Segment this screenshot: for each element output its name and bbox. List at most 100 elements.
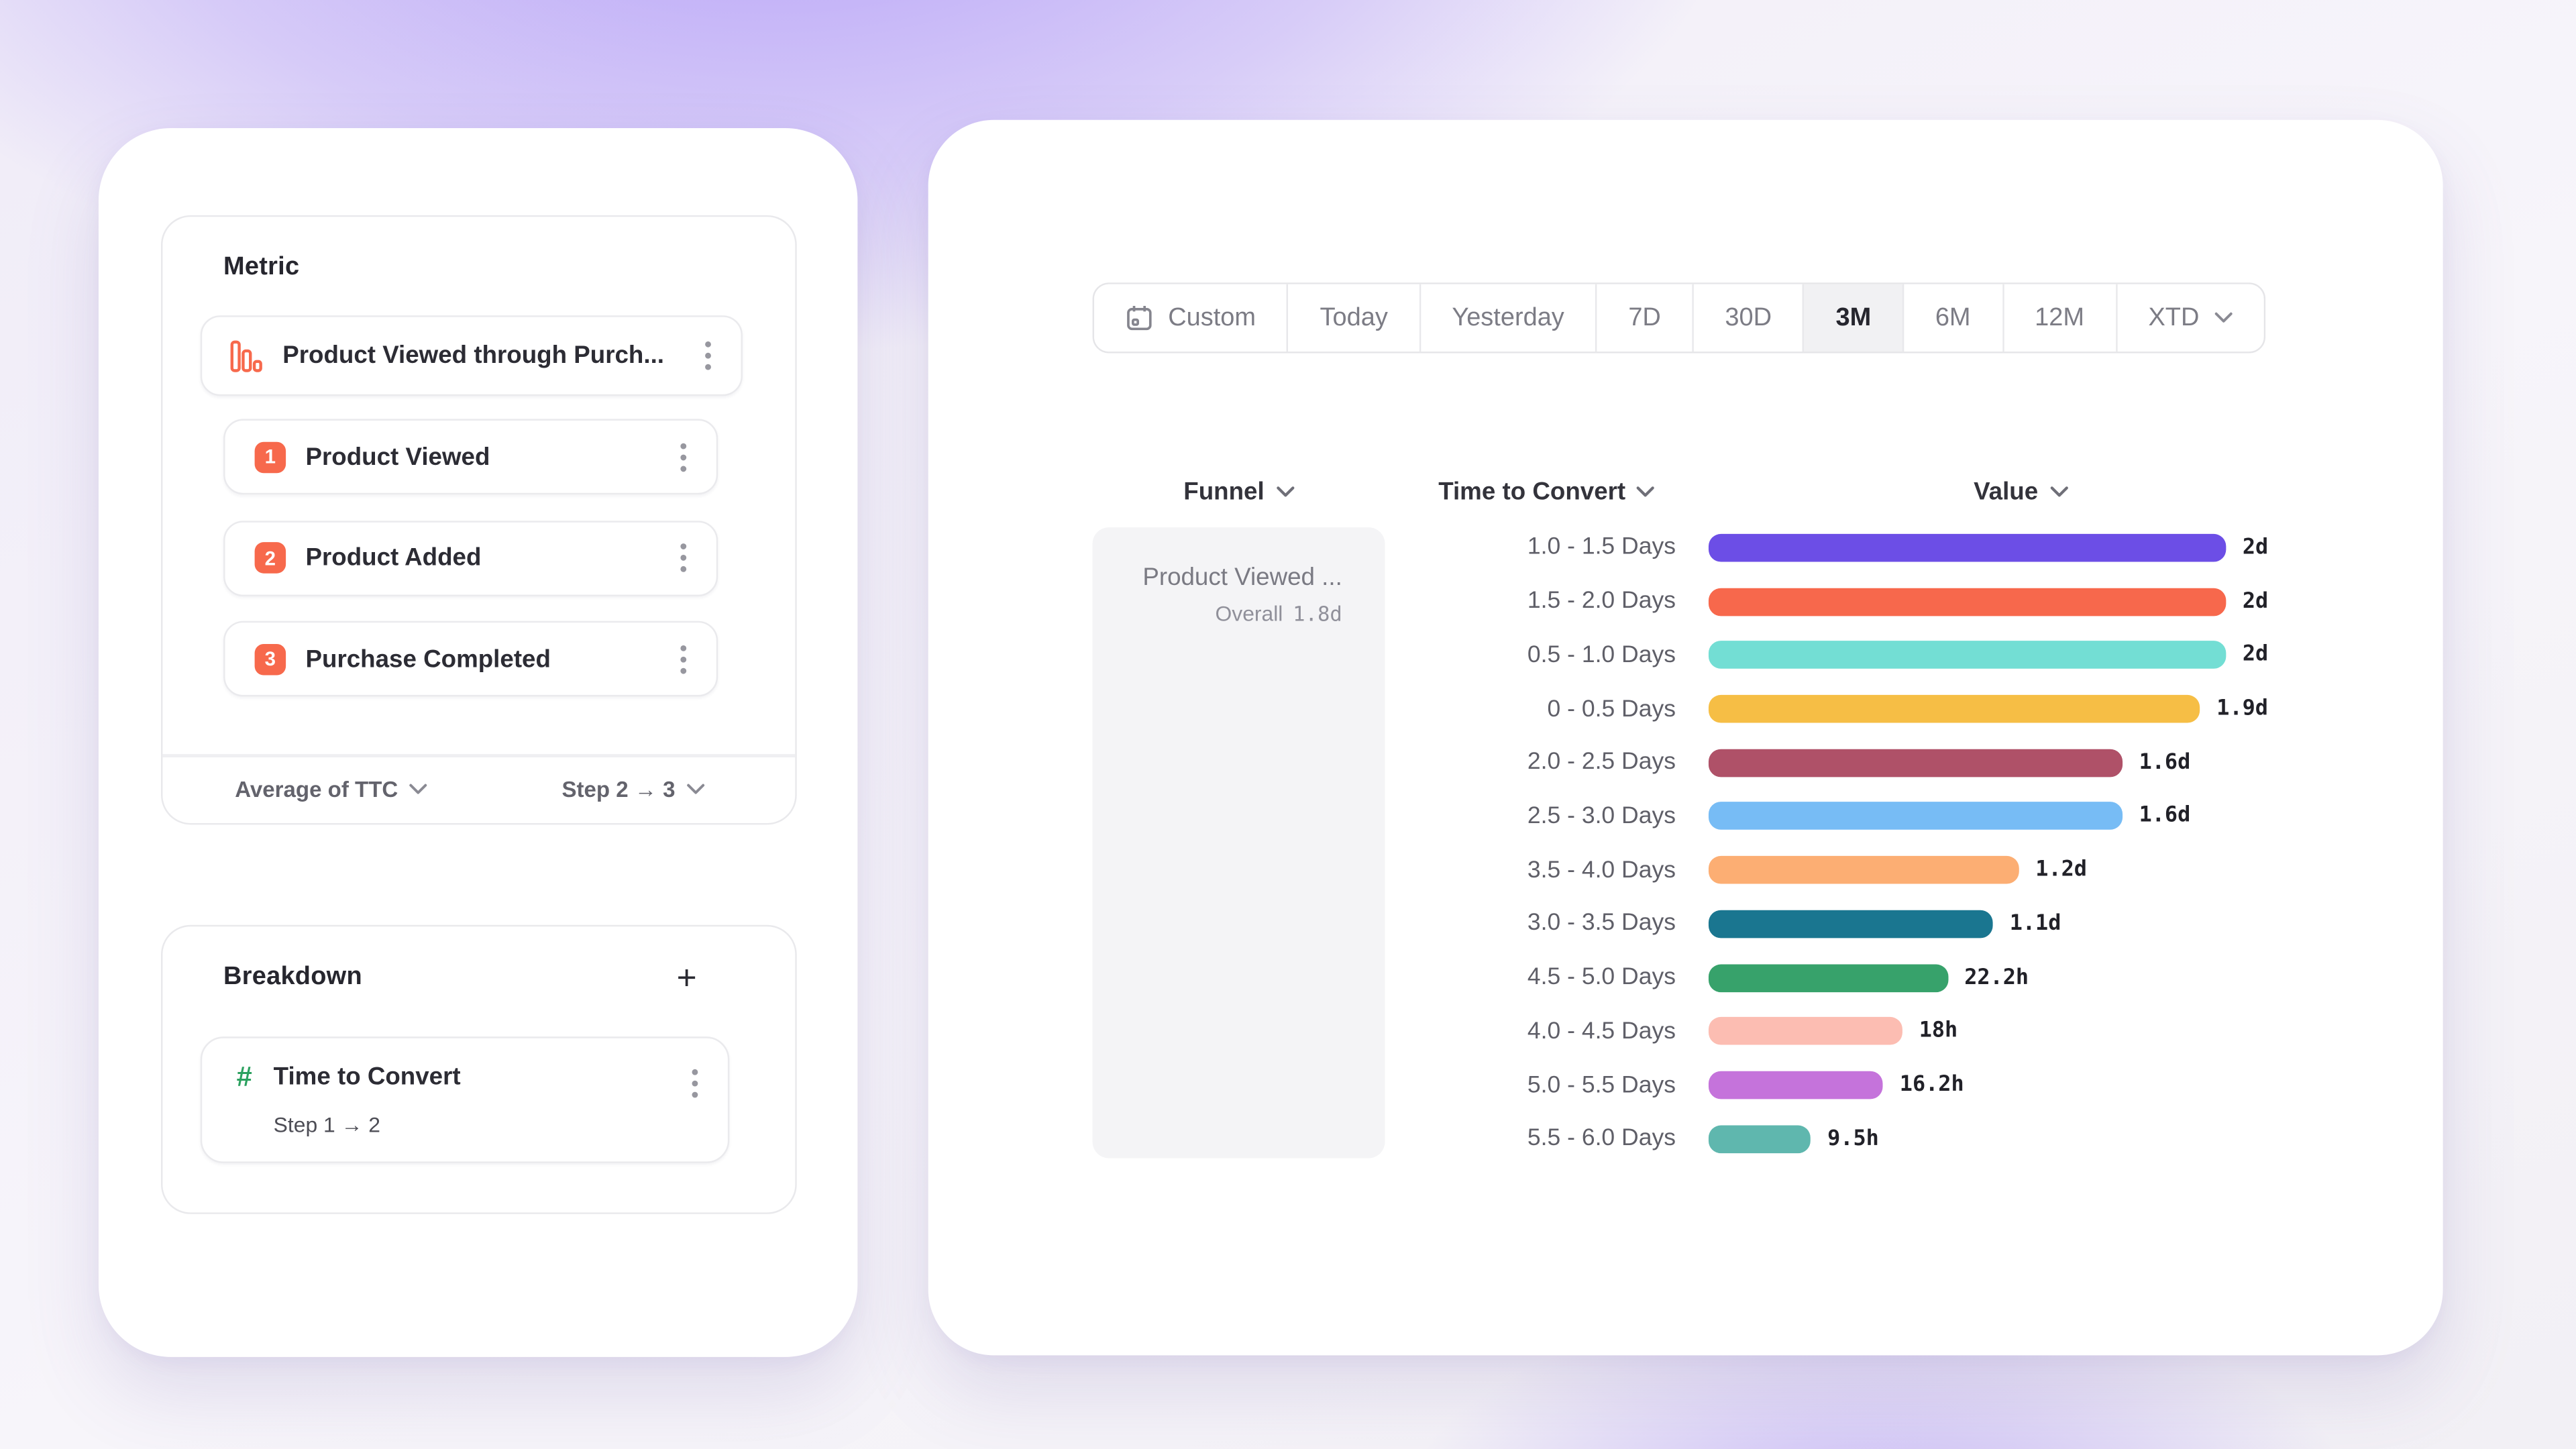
value-bar[interactable] bbox=[1708, 1071, 1884, 1099]
date-range-label: 3M bbox=[1835, 303, 1872, 331]
bucket-label: 2.0 - 2.5 Days bbox=[1527, 749, 1676, 776]
bucket-label: 1.5 - 2.0 Days bbox=[1527, 588, 1676, 615]
value-bar[interactable] bbox=[1708, 533, 2226, 562]
date-range-3m[interactable]: 3M bbox=[1805, 284, 1904, 352]
column-header-time-to-convert[interactable]: Time to Convert bbox=[1385, 478, 1708, 506]
breakdown-item[interactable]: # Time to Convert Step 1 → 2 bbox=[200, 1036, 730, 1163]
date-range-label: 12M bbox=[2035, 303, 2084, 331]
chart-row: 1.0 - 1.5 Days 2d bbox=[1385, 521, 2436, 574]
report-panel: Custom Today Yesterday 7D 30D 3M 6M 12M XTD Funn… bbox=[928, 119, 2443, 1356]
aggregation-dropdown-label: Average of TTC bbox=[235, 776, 398, 801]
bar-value-label: 2d bbox=[2242, 589, 2269, 614]
step-label: Product Added bbox=[305, 543, 482, 572]
kebab-menu-icon[interactable] bbox=[696, 337, 719, 374]
bucket-label: 4.0 - 4.5 Days bbox=[1527, 1018, 1676, 1045]
chevron-down-icon bbox=[1276, 486, 1294, 497]
numeric-property-icon: # bbox=[236, 1061, 252, 1093]
bucket-label: 1.0 - 1.5 Days bbox=[1527, 534, 1676, 561]
funnel-overall-value: 1.8d bbox=[1293, 601, 1342, 627]
metric-footer-divider bbox=[162, 754, 796, 757]
chevron-down-icon bbox=[2214, 312, 2232, 323]
date-range-picker: Custom Today Yesterday 7D 30D 3M 6M 12M XTD bbox=[1092, 282, 2265, 354]
date-range-today[interactable]: Today bbox=[1288, 284, 1421, 352]
breakdown-item-text: Time to Convert Step 1 → 2 bbox=[273, 1061, 684, 1136]
value-bar[interactable] bbox=[1708, 963, 1948, 992]
bar-value-label: 18h bbox=[1919, 1019, 1958, 1044]
date-range-yesterday[interactable]: Yesterday bbox=[1420, 284, 1597, 352]
column-header-value[interactable]: Value bbox=[1709, 478, 2333, 506]
value-bar[interactable] bbox=[1708, 694, 2200, 723]
bucket-label: 5.5 - 6.0 Days bbox=[1527, 1126, 1676, 1152]
value-bar[interactable] bbox=[1708, 1124, 1811, 1153]
date-range-7d[interactable]: 7D bbox=[1597, 284, 1694, 352]
add-breakdown-button[interactable]: + bbox=[670, 961, 703, 996]
bar-value-label: 2d bbox=[2242, 535, 2269, 560]
funnel-step-item[interactable]: 2 Product Added bbox=[223, 520, 718, 596]
value-bar[interactable] bbox=[1708, 802, 2123, 830]
bar-value-label: 2d bbox=[2242, 643, 2269, 668]
chevron-down-icon bbox=[687, 783, 705, 794]
value-bar[interactable] bbox=[1708, 910, 1994, 938]
aggregation-dropdown[interactable]: Average of TTC bbox=[235, 776, 427, 801]
chart-row: 5.5 - 6.0 Days 9.5h bbox=[1385, 1112, 2436, 1166]
chart-row: 2.0 - 2.5 Days 1.6d bbox=[1385, 736, 2436, 790]
value-bar[interactable] bbox=[1708, 856, 2019, 884]
date-range-xtd[interactable]: XTD bbox=[2116, 284, 2263, 352]
kebab-menu-icon[interactable] bbox=[672, 439, 695, 475]
breakdown-section-title: Breakdown bbox=[223, 963, 362, 991]
funnel-metric-icon bbox=[230, 339, 263, 372]
date-range-label: Yesterday bbox=[1452, 303, 1564, 331]
kebab-menu-icon[interactable] bbox=[672, 641, 695, 677]
date-range-6m[interactable]: 6M bbox=[1904, 284, 2004, 352]
column-header-funnel[interactable]: Funnel bbox=[1093, 478, 1385, 506]
value-bar[interactable] bbox=[1708, 641, 2226, 669]
bar-value-label: 16.2h bbox=[1899, 1073, 1964, 1098]
date-range-custom[interactable]: Custom bbox=[1094, 284, 1289, 352]
bucket-label: 3.5 - 4.0 Days bbox=[1527, 857, 1676, 883]
date-range-label: Custom bbox=[1168, 303, 1256, 331]
chart-row: 4.5 - 5.0 Days 22.2h bbox=[1385, 951, 2436, 1004]
chart-row: 4.0 - 4.5 Days 18h bbox=[1385, 1004, 2436, 1058]
date-range-30d[interactable]: 30D bbox=[1693, 284, 1805, 352]
date-range-12m[interactable]: 12M bbox=[2003, 284, 2117, 352]
column-header-funnel-label: Funnel bbox=[1183, 478, 1265, 506]
date-range-label: 7D bbox=[1628, 303, 1661, 331]
kebab-menu-icon[interactable] bbox=[684, 1065, 706, 1101]
column-header-time-to-convert-label: Time to Convert bbox=[1438, 478, 1626, 506]
metric-funnel-item[interactable]: Product Viewed through Purch... bbox=[200, 315, 743, 396]
breakdown-bars-list: 1.0 - 1.5 Days 2d 1.5 - 2.0 Days 2d 0.5 - 1.… bbox=[1385, 521, 2436, 1166]
breakdown-card: Breakdown + # Time to Convert Step 1 → 2 bbox=[161, 924, 797, 1214]
funnel-group-name: Product Viewed ... bbox=[1142, 564, 1342, 592]
step-number-badge: 2 bbox=[254, 542, 286, 574]
funnel-step-item[interactable]: 3 Purchase Completed bbox=[223, 621, 718, 697]
funnel-step-item[interactable]: 1 Product Viewed bbox=[223, 419, 718, 495]
step-number-badge: 3 bbox=[254, 643, 286, 675]
funnel-overall-label: Overall bbox=[1215, 601, 1283, 627]
bucket-label: 3.0 - 3.5 Days bbox=[1527, 910, 1676, 937]
step-label: Purchase Completed bbox=[305, 645, 551, 673]
chart-row: 1.5 - 2.0 Days 2d bbox=[1385, 574, 2436, 628]
metric-section-title: Metric bbox=[223, 253, 300, 281]
bar-value-label: 22.2h bbox=[1964, 965, 2029, 990]
metric-footer: Average of TTC Step 2 → 3 bbox=[162, 757, 795, 821]
step-number-badge: 1 bbox=[254, 441, 286, 473]
chart-row: 3.5 - 4.0 Days 1.2d bbox=[1385, 843, 2436, 897]
bucket-label: 0.5 - 1.0 Days bbox=[1527, 642, 1676, 669]
step-label: Product Viewed bbox=[305, 443, 490, 471]
value-bar[interactable] bbox=[1708, 587, 2226, 616]
date-range-label: XTD bbox=[2148, 303, 2200, 331]
chart-row: 0 - 0.5 Days 1.9d bbox=[1385, 682, 2436, 736]
breakdown-item-name: Time to Convert bbox=[273, 1063, 461, 1091]
bucket-label: 0 - 0.5 Days bbox=[1547, 696, 1676, 722]
chevron-down-icon bbox=[1637, 486, 1655, 497]
value-bar[interactable] bbox=[1708, 749, 2123, 777]
kebab-menu-icon[interactable] bbox=[672, 539, 695, 576]
funnel-group-cell[interactable]: Product Viewed ... Overall 1.8d bbox=[1092, 527, 1385, 1159]
value-bar[interactable] bbox=[1708, 1017, 1903, 1046]
calendar-icon bbox=[1127, 306, 1152, 331]
step-range-dropdown[interactable]: Step 2 → 3 bbox=[561, 776, 705, 801]
metric-funnel-name: Product Viewed through Purch... bbox=[282, 341, 665, 370]
bar-value-label: 1.1d bbox=[2009, 911, 2061, 936]
date-range-label: 6M bbox=[1935, 303, 1971, 331]
